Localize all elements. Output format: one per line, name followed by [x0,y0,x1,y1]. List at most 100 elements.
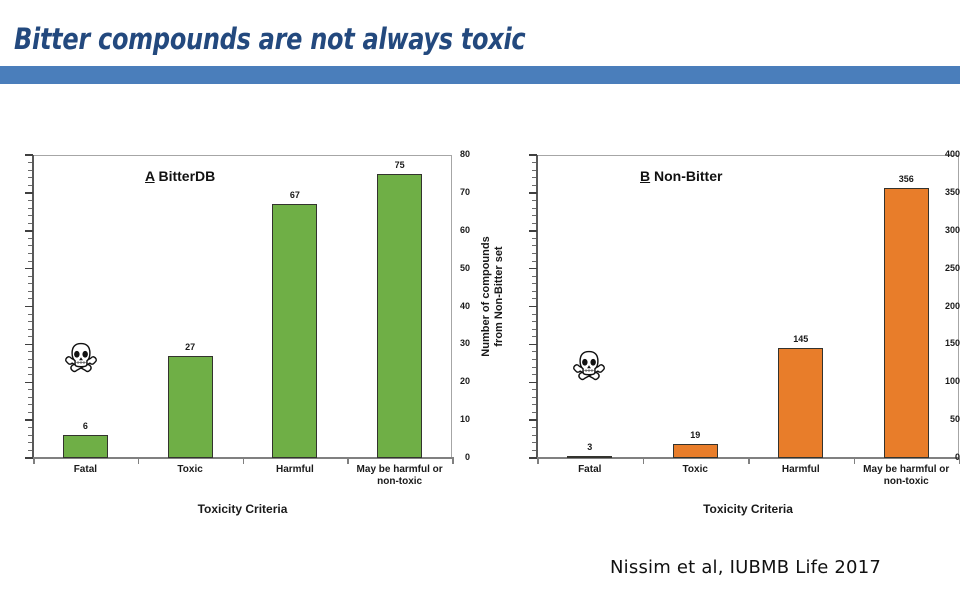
y-axis-tick [529,267,537,270]
y-axis-tick [25,267,33,270]
y-axis-tick-label: 70 [459,186,470,197]
bar-value-label: 27 [185,341,196,352]
y-axis-minor-tick [28,222,32,224]
bar-value-label: 6 [82,421,88,432]
y-axis-minor-tick [28,298,32,300]
x-axis-category-label: Harmful [748,464,854,476]
y-axis-tick [25,154,33,156]
y-axis-minor-tick [532,328,536,330]
y-axis-minor-tick [532,404,536,406]
y-axis-minor-tick [532,412,536,414]
x-axis-tick [33,457,35,464]
bar [377,173,423,458]
x-axis-title: Toxicity Criteria [703,502,793,516]
panel-title-text: Non-Bitter [650,168,723,184]
y-axis-tick-label: 50 [459,262,470,273]
y-axis-tick-label: 40 [459,300,470,311]
bar [672,443,718,458]
y-axis-title-line: Number of compounds [480,236,492,357]
citation-text: Nissim et al, IUBMB Life 2017 [610,557,882,578]
bar [778,348,824,458]
y-axis-minor-tick [532,275,536,277]
y-axis-minor-tick [28,260,32,262]
y-axis-tick [529,457,537,459]
x-axis-tick [853,457,855,464]
y-axis-minor-tick [28,442,32,444]
y-axis-minor-tick [532,321,536,323]
y-axis-minor-tick [28,351,32,353]
x-axis-title: Toxicity Criteria [197,502,288,516]
y-axis-minor-tick [28,366,32,368]
y-axis-minor-tick [532,215,536,217]
x-axis-category-line: Fatal [578,464,602,475]
chart-panel-b: 0 50 100 150 200 250 300 350 400 3 Fatal 19 Toxic 145… [470,130,960,516]
y-axis-tick-label: 150 [944,338,960,349]
y-axis-minor-tick [28,412,32,414]
y-axis-tick [25,305,33,308]
y-axis-minor-tick [532,177,536,179]
y-axis-title: Number of compounds from Non-Bitter set [480,145,506,448]
y-axis-minor-tick [532,290,536,292]
y-axis-tick [529,343,537,346]
bar-value-label: 19 [690,429,701,440]
y-axis-tick-label: 0 [954,452,960,462]
bar [62,435,108,458]
y-axis-minor-tick [28,336,32,338]
bar-value-label: 356 [898,174,914,185]
panel-letter: B [640,168,651,184]
y-axis-tick [529,305,537,308]
y-axis-minor-tick [28,434,32,436]
y-axis-tick-label: 50 [949,414,960,425]
bar [567,455,613,459]
title-accent-bar [0,66,960,84]
x-axis-category-line: Toxic [177,464,203,475]
bar-value-label: 145 [793,334,809,345]
y-axis-tick-label: 30 [459,338,470,349]
y-axis-minor-tick [532,366,536,368]
y-axis-tick-label: 100 [944,376,960,387]
y-axis-tick [25,230,33,232]
bar [272,204,318,458]
y-axis-minor-tick [28,245,32,247]
y-axis-minor-tick [532,283,536,285]
panel-title-text: BitterDB [154,168,216,184]
x-axis-tick [137,457,140,464]
x-axis-tick [748,457,750,464]
y-axis-tick-label: 400 [944,149,960,159]
y-axis-minor-tick [532,396,536,398]
y-axis-minor-tick [532,162,536,164]
y-axis-minor-tick [532,313,536,315]
y-axis-minor-tick [532,442,536,444]
y-axis-minor-tick [28,215,32,217]
y-axis-tick [25,457,33,459]
x-axis-category-line: Toxic [682,464,708,475]
x-axis-category-label: Fatal [33,464,138,476]
x-axis-category-line: non-toxic [883,476,929,487]
y-axis-minor-tick [28,169,32,171]
y-axis-minor-tick [28,162,32,164]
x-axis-category-line: Harmful [275,464,314,475]
bar-value-label: 67 [289,190,300,201]
x-axis-category-line: Harmful [781,464,820,475]
x-axis-category-label: Harmful [243,464,348,476]
y-axis-minor-tick [28,275,32,277]
y-axis-tick-label: 300 [944,224,960,235]
panel-title: A BitterDB [145,168,215,184]
bar [883,188,929,458]
y-axis-minor-tick [28,184,32,186]
panel-letter: A [145,168,155,184]
y-axis-minor-tick [28,396,32,398]
bar [167,355,213,458]
y-axis-minor-tick [532,449,536,451]
y-axis-minor-tick [28,374,32,376]
y-axis-minor-tick [28,359,32,361]
x-axis-category-line: May be harmful or [863,464,950,475]
panel-title: B Non-Bitter [640,168,722,184]
x-axis-category-label: May be harmful or non-toxic [854,464,960,488]
y-axis-minor-tick [532,359,536,361]
y-axis-minor-tick [532,389,536,391]
skull-and-crossbones-icon [62,340,100,383]
y-axis-tick-label: 10 [459,414,470,425]
y-axis-minor-tick [28,290,32,292]
